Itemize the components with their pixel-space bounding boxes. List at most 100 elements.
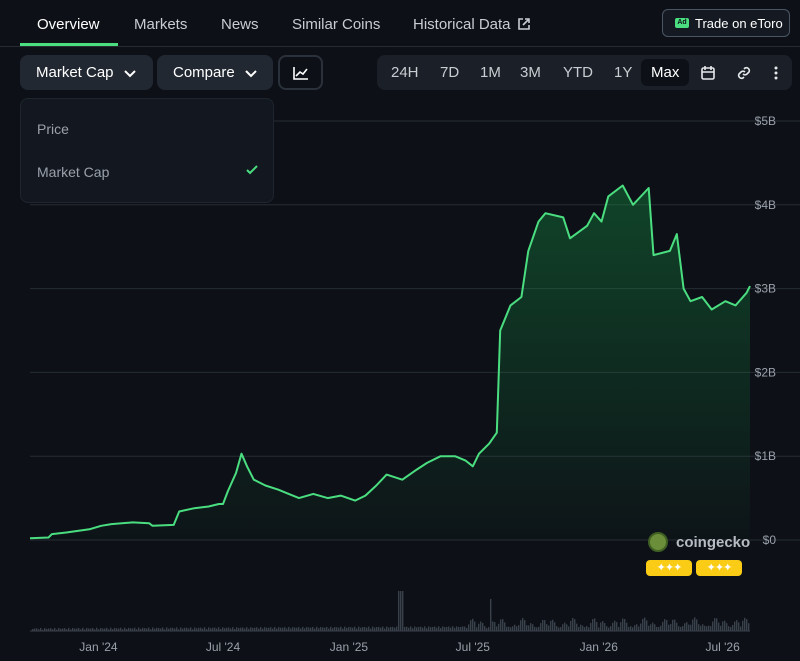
volume-bar: [676, 622, 678, 631]
checkmark-icon: [246, 165, 258, 175]
volume-bar: [32, 628, 34, 631]
range-ytd[interactable]: YTD: [563, 64, 593, 81]
volume-bar: [290, 628, 292, 631]
volume-bar: [132, 628, 134, 631]
metric-select-label: Market Cap: [36, 64, 114, 81]
volume-bar: [416, 627, 418, 631]
volume-bar: [570, 620, 572, 631]
volume-bar: [530, 623, 532, 631]
volume-bar: [376, 627, 378, 631]
external-link-icon: [517, 18, 530, 30]
tab-similar-coins[interactable]: Similar Coins: [292, 16, 381, 33]
volume-bar: [482, 622, 484, 631]
volume-bar: [624, 619, 626, 631]
range-max[interactable]: Max: [641, 59, 690, 86]
volume-bar: [244, 628, 246, 631]
tab-overview[interactable]: Overview: [37, 16, 100, 33]
x-axis: Jan '24 Jul '24 Jan '25 Jul '25 Jan '26 Jul '…: [79, 640, 740, 654]
volume-bar: [630, 626, 632, 631]
volume-bar: [118, 628, 120, 631]
volume-bar: [536, 627, 538, 631]
volume-bar: [748, 623, 750, 631]
coingecko-logo-text: coingecko: [676, 534, 751, 551]
range-3m[interactable]: 3M: [520, 64, 541, 81]
volume-bar: [708, 625, 710, 631]
volume-bar: [266, 627, 268, 631]
volume-bar: [592, 619, 594, 631]
volume-bar: [182, 628, 184, 631]
volume-bar: [342, 628, 344, 631]
sparkle-icon: ✦✦✦: [646, 560, 692, 576]
volume-bar: [46, 628, 48, 631]
volume-bar: [686, 622, 688, 631]
compare-button[interactable]: Compare: [157, 55, 273, 90]
volume-bar: [562, 624, 564, 631]
volume-bar: [288, 626, 290, 631]
range-1y[interactable]: 1Y: [614, 64, 633, 81]
volume-bar: [204, 627, 206, 631]
volume-bar: [196, 628, 198, 631]
volume-bar: [218, 627, 220, 631]
tab-markets[interactable]: Markets: [134, 16, 188, 33]
volume-bar: [130, 628, 132, 631]
volume-bar: [602, 621, 604, 631]
volume-bar: [136, 629, 138, 631]
volume-bar: [670, 623, 672, 631]
volume-bar: [426, 628, 428, 631]
volume-bar: [380, 627, 382, 631]
volume-bar: [714, 618, 716, 631]
calendar-icon[interactable]: [700, 65, 716, 81]
volume-bar: [744, 617, 746, 631]
volume-bar: [410, 626, 412, 631]
volume-bar: [362, 627, 364, 631]
chart-type-button[interactable]: [278, 55, 323, 90]
volume-bar: [726, 623, 728, 631]
volume-bar: [640, 623, 642, 631]
link-icon[interactable]: [736, 65, 752, 81]
volume-bar: [256, 627, 258, 631]
volume-bar: [628, 627, 630, 631]
volume-bar: [448, 626, 450, 631]
range-1m[interactable]: 1M: [480, 64, 501, 81]
volume-bar: [538, 626, 540, 631]
tab-news[interactable]: News: [221, 16, 259, 33]
volume-bar: [324, 627, 326, 631]
volume-bar: [614, 620, 616, 631]
volume-bar: [494, 622, 496, 631]
volume-bar: [260, 627, 262, 631]
volume-bar: [202, 628, 204, 631]
metric-select-button[interactable]: Market Cap: [20, 55, 153, 90]
volume-bar: [278, 627, 280, 631]
range-7d[interactable]: 7D: [440, 64, 460, 81]
volume-bar: [72, 627, 74, 631]
volume-bar: [738, 622, 740, 631]
volume-bar: [68, 627, 70, 631]
range-24h[interactable]: 24H: [391, 64, 419, 81]
volume-bar: [116, 628, 118, 631]
volume-bar: [424, 626, 426, 631]
volume-bar: [164, 629, 166, 631]
volume-bar: [476, 627, 478, 631]
volume-bar: [286, 628, 288, 631]
volume-bar: [172, 627, 174, 631]
volume-bar: [330, 626, 332, 631]
volume-bar: [474, 621, 476, 631]
volume-bar: [60, 628, 62, 631]
volume-bar: [274, 626, 276, 631]
volume-bar: [328, 628, 330, 631]
volume-bar: [540, 623, 542, 631]
volume-bar: [642, 618, 644, 631]
volume-bar: [404, 626, 406, 631]
volume-bar: [114, 627, 116, 631]
volume-bar: [584, 627, 586, 631]
volume-bar: [42, 629, 44, 631]
trade-on-etoro-button[interactable]: Ad Trade on eToro: [662, 9, 790, 37]
volume-bar: [578, 626, 580, 631]
volume-bar: [432, 626, 434, 631]
more-options-icon[interactable]: [768, 65, 784, 81]
dropdown-item-market-cap[interactable]: Market Cap: [37, 164, 110, 180]
volume-bar: [110, 627, 112, 631]
volume-bar: [354, 626, 356, 631]
tab-historical-data[interactable]: Historical Data: [413, 16, 531, 33]
dropdown-item-price[interactable]: Price: [37, 121, 69, 137]
